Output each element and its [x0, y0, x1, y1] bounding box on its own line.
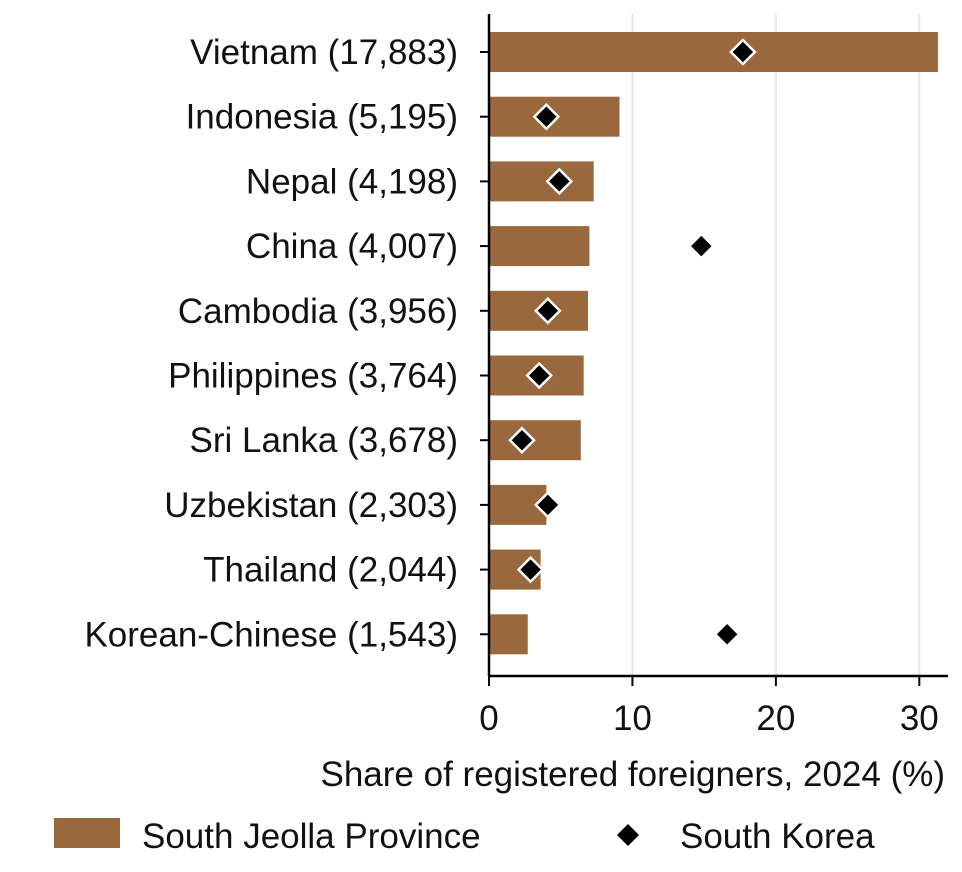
- diamond-marker: [534, 297, 562, 325]
- y-tick-label: Indonesia (5,195): [186, 98, 458, 137]
- bar: [489, 226, 590, 267]
- axes: [480, 14, 948, 686]
- labels: Vietnam (17,883) Indonesia (5,195) Nepal (…: [84, 33, 938, 738]
- y-tick-label: Thailand (2,044): [203, 551, 458, 590]
- diamond-marker: [534, 491, 562, 519]
- diamond-marker: [516, 555, 545, 584]
- legend-label-province: South Jeolla Province: [142, 817, 481, 856]
- y-tick-label: Vietnam (17,883): [190, 33, 458, 72]
- y-tick-label: Korean-Chinese (1,543): [84, 615, 458, 654]
- bars: [489, 32, 938, 655]
- diamond-marker: [525, 361, 553, 390]
- legend-diamond-icon: [617, 824, 639, 846]
- x-tick-label: 30: [900, 699, 939, 738]
- y-tick-label: Nepal (4,198): [246, 162, 458, 201]
- markers: [508, 38, 757, 649]
- y-tick-label: Philippines (3,764): [168, 357, 458, 396]
- legend-label-national: South Korea: [680, 817, 875, 856]
- x-tick-label: 10: [613, 699, 652, 738]
- diamond-marker: [532, 102, 561, 131]
- diamond-marker: [545, 167, 574, 196]
- y-tick-label: China (4,007): [246, 227, 458, 266]
- bar: [489, 161, 594, 202]
- diamond-marker: [687, 232, 716, 260]
- gridlines: [631, 14, 921, 676]
- y-tick-label: Uzbekistan (2,303): [164, 486, 458, 525]
- legend-swatch-province: [54, 818, 120, 848]
- bar: [489, 614, 528, 655]
- y-tick-label: Cambodia (3,956): [178, 292, 458, 331]
- bar: [489, 32, 938, 72]
- x-tick-label: 0: [479, 699, 498, 738]
- x-axis-title: Share of registered foreigners, 2024 (%): [321, 755, 946, 794]
- legend: South Jeolla Province South Korea: [54, 817, 875, 856]
- y-tick-label: Sri Lanka (3,678): [190, 421, 458, 460]
- diamond-marker: [713, 620, 741, 649]
- x-tick-label: 20: [756, 699, 795, 738]
- diamond-marker: [729, 38, 757, 66]
- diamond-marker: [508, 426, 536, 454]
